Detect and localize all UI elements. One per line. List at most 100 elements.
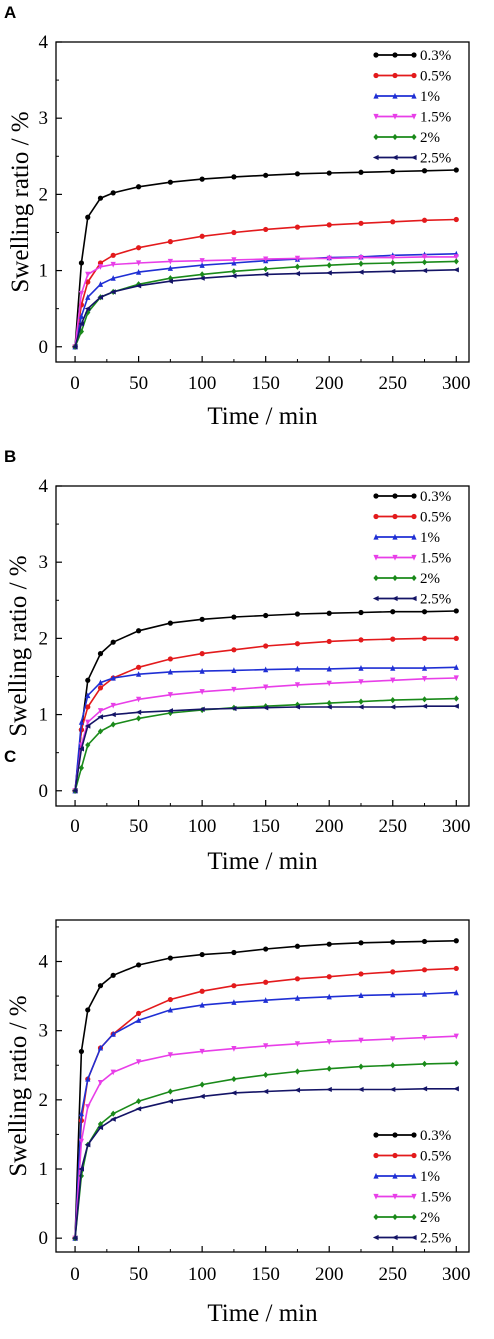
data-point bbox=[421, 676, 428, 682]
series-line bbox=[74, 260, 457, 348]
data-point bbox=[199, 233, 205, 239]
series-line bbox=[74, 967, 457, 1239]
y-tick-label: 3 bbox=[39, 108, 49, 129]
legend: 0.3% 0.5% 1% 1.5% 2% 2.5% bbox=[372, 1128, 451, 1247]
data-point bbox=[453, 938, 459, 944]
legend-marker bbox=[411, 72, 417, 79]
data-point bbox=[390, 696, 396, 704]
data-point bbox=[231, 1075, 237, 1083]
legend-label: 2.5% bbox=[420, 151, 451, 167]
data-point bbox=[453, 989, 459, 996]
data-point bbox=[167, 692, 173, 698]
x-tick-label: 300 bbox=[442, 1264, 471, 1285]
series-line bbox=[74, 169, 457, 347]
series-2pct bbox=[72, 258, 459, 350]
data-point bbox=[110, 1069, 116, 1076]
data-point bbox=[85, 1075, 91, 1082]
y-axis-title: Swelling ratio / % bbox=[7, 111, 34, 292]
legend-marker bbox=[392, 574, 398, 582]
y-tick-label: 1 bbox=[39, 1159, 49, 1180]
data-point bbox=[421, 254, 428, 260]
data-point bbox=[294, 665, 301, 672]
data-point bbox=[110, 711, 116, 718]
data-point bbox=[326, 1065, 332, 1072]
legend-marker bbox=[392, 1132, 398, 1138]
legend-marker bbox=[373, 1172, 379, 1179]
legend-marker bbox=[410, 154, 417, 161]
data-point bbox=[263, 226, 269, 233]
data-point bbox=[453, 216, 459, 223]
data-point bbox=[199, 668, 205, 674]
panel-letter: A bbox=[4, 3, 16, 22]
y-tick-label: 1 bbox=[39, 261, 49, 282]
data-point bbox=[167, 265, 173, 271]
legend-label: 0.3% bbox=[420, 489, 451, 505]
data-point bbox=[453, 258, 459, 265]
data-point bbox=[84, 1142, 91, 1148]
data-point bbox=[358, 260, 364, 267]
legend-label: 0.3% bbox=[420, 1128, 451, 1144]
series-0-5pct bbox=[72, 635, 459, 794]
legend-marker bbox=[373, 52, 379, 58]
data-point bbox=[110, 1116, 116, 1122]
legend-label: 2.5% bbox=[420, 592, 451, 608]
data-point bbox=[97, 714, 104, 720]
x-tick-label: 100 bbox=[188, 816, 217, 837]
data-point bbox=[231, 667, 237, 673]
data-point bbox=[78, 1138, 85, 1145]
data-point bbox=[167, 708, 173, 714]
data-point bbox=[85, 692, 91, 699]
legend-marker bbox=[392, 533, 398, 540]
legend-label: 2.5% bbox=[420, 1231, 451, 1247]
data-point bbox=[294, 255, 301, 262]
data-point bbox=[97, 1044, 104, 1051]
legend-marker bbox=[411, 1172, 417, 1179]
data-point bbox=[167, 278, 173, 284]
legend-label: 1% bbox=[420, 1169, 440, 1185]
legend-marker bbox=[411, 554, 417, 561]
x-tick-label: 50 bbox=[129, 816, 148, 837]
series-line bbox=[74, 637, 457, 791]
data-point bbox=[358, 169, 364, 175]
legend-marker bbox=[411, 1213, 417, 1221]
data-point bbox=[135, 283, 142, 289]
y-tick-label: 4 bbox=[39, 476, 49, 497]
series-line bbox=[74, 677, 457, 791]
series-1-5pct bbox=[72, 675, 459, 794]
data-point bbox=[263, 997, 269, 1003]
data-point bbox=[389, 1086, 396, 1093]
data-point bbox=[230, 705, 237, 712]
data-point bbox=[230, 1090, 237, 1096]
data-point bbox=[390, 969, 396, 975]
data-point bbox=[110, 639, 116, 645]
data-point bbox=[421, 703, 428, 709]
data-point bbox=[85, 677, 91, 683]
data-point bbox=[263, 1043, 269, 1049]
y-tick-label: 0 bbox=[39, 1228, 49, 1249]
data-point bbox=[97, 264, 104, 270]
data-point bbox=[110, 275, 116, 281]
data-point bbox=[326, 993, 332, 1000]
data-point bbox=[263, 612, 269, 619]
data-point bbox=[110, 190, 116, 196]
series-line bbox=[74, 1088, 457, 1239]
data-point bbox=[231, 614, 237, 620]
legend-marker bbox=[373, 1213, 379, 1221]
plot-frame bbox=[55, 485, 470, 807]
data-point bbox=[358, 992, 364, 998]
data-point bbox=[263, 172, 269, 178]
data-point bbox=[358, 698, 364, 705]
series-line bbox=[74, 940, 457, 1239]
data-point bbox=[357, 1086, 364, 1093]
data-point bbox=[326, 255, 332, 262]
data-point bbox=[136, 962, 142, 968]
data-point bbox=[357, 704, 364, 710]
series-2pct bbox=[72, 695, 459, 794]
series-1-5pct bbox=[72, 1033, 459, 1242]
data-point bbox=[167, 656, 173, 662]
data-point bbox=[199, 689, 205, 695]
legend-label: 1.5% bbox=[420, 1190, 451, 1206]
series-0-5pct bbox=[72, 965, 459, 1241]
y-tick-label: 4 bbox=[39, 32, 49, 53]
series-line bbox=[74, 1062, 457, 1239]
